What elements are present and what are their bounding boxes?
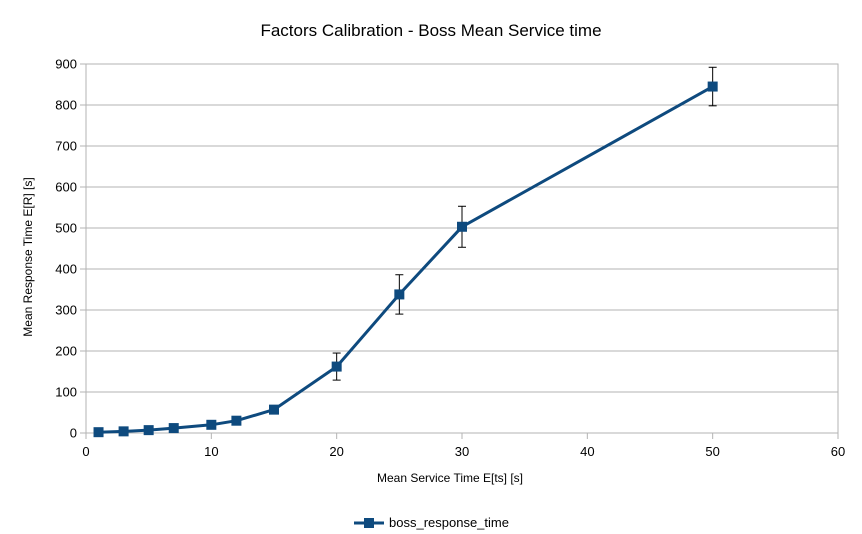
x-axis: 0 10 20 30 40 50 60	[82, 433, 845, 459]
data-point	[269, 404, 279, 415]
x-tick-label: 10	[204, 444, 218, 459]
data-point	[707, 81, 718, 92]
y-tick-label: 900	[55, 57, 77, 72]
data-point	[93, 427, 104, 438]
x-tick-label: 20	[329, 444, 343, 459]
x-tick-label: 50	[705, 444, 719, 459]
y-tick-label: 600	[55, 180, 77, 195]
data-point	[143, 425, 154, 436]
legend: boss_response_time	[354, 515, 509, 530]
y-tick-label: 100	[55, 385, 77, 400]
y-tick-label: 700	[55, 139, 77, 154]
x-axis-label: Mean Service Time E[ts] [s]	[377, 471, 523, 485]
legend-marker	[364, 518, 374, 528]
data-point	[168, 423, 179, 434]
y-tick-label: 800	[55, 98, 77, 113]
data-point	[457, 221, 467, 232]
data-point	[331, 361, 342, 372]
x-tick-label: 40	[580, 444, 594, 459]
x-tick-label: 30	[455, 444, 469, 459]
series-line	[98, 85, 714, 434]
legend-label: boss_response_time	[389, 515, 509, 530]
x-tick-label: 0	[82, 444, 89, 459]
data-point	[118, 426, 129, 437]
y-axis-label: Mean Response Time E[R] [s]	[21, 177, 35, 336]
y-tick-label: 500	[55, 221, 77, 236]
data-point	[394, 289, 405, 300]
y-tick-label: 0	[70, 426, 77, 441]
data-point	[231, 415, 242, 426]
y-axis: 0 100 200 300 400 500 600 700 800 900	[55, 57, 86, 441]
data-point	[206, 419, 217, 430]
series-boss-response-time	[93, 66, 718, 438]
x-tick-label: 60	[831, 444, 845, 459]
chart-title: Factors Calibration - Boss Mean Service …	[260, 21, 601, 40]
y-tick-label: 400	[55, 262, 77, 277]
plot-area	[85, 63, 839, 434]
gridlines	[86, 63, 838, 434]
y-tick-label: 300	[55, 303, 77, 318]
y-tick-label: 200	[55, 344, 77, 359]
